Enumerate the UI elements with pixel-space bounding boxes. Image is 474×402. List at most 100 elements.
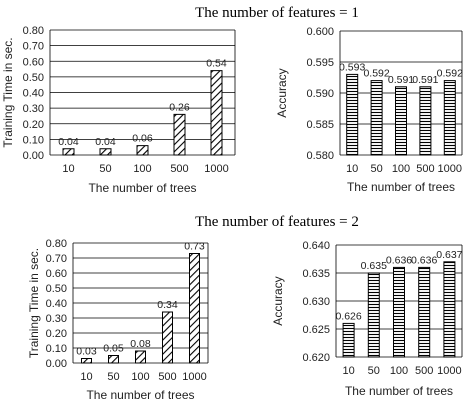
y-tick-label: 0.10 [23, 134, 44, 146]
chart-training-time-features-2: 0.00 0.10 0.20 0.30 0.40 0.50 0.60 0.70 0.80 0.03… [27, 238, 209, 402]
chart-accuracy-features-2: 0.6200.6250.6300.6350.6400.626100.635500… [271, 240, 463, 398]
y-tick-label: 0.40 [46, 298, 67, 310]
data-label: 0.593 [339, 61, 365, 73]
y-tick-label: 0.70 [23, 41, 44, 53]
x-tick-label: 1000 [438, 163, 462, 175]
y-tick-label: 0.80 [46, 238, 67, 250]
y-tick-label: 0.620 [302, 352, 330, 364]
y-axis-title: Training Time in sec. [27, 248, 41, 358]
x-tick-label: 1000 [437, 365, 461, 377]
data-label: 0.591 [412, 74, 438, 86]
bar [136, 145, 149, 156]
bar [346, 73, 359, 156]
x-tick-label: 1000 [182, 371, 206, 383]
y-tick-label: 0.60 [23, 56, 44, 68]
y-tick-label: 0.595 [306, 57, 334, 69]
y-tick-label: 0.585 [306, 119, 334, 131]
x-axis-title: The number of trees [86, 388, 194, 402]
x-tick-label: 50 [368, 365, 380, 377]
x-axis-title: The number of trees [345, 384, 453, 398]
data-label: 0.637 [436, 249, 462, 261]
bar [370, 80, 383, 156]
x-tick-label: 500 [415, 365, 433, 377]
x-tick-label: 1000 [204, 163, 228, 175]
y-tick-label: 0.50 [23, 72, 44, 84]
y-tick-label: 0.60 [46, 268, 67, 280]
x-tick-label: 50 [107, 371, 119, 383]
x-tick-label: 100 [131, 371, 149, 383]
bar [81, 358, 92, 364]
section-title-features-1: The number of features = 1 [195, 5, 359, 21]
x-axis-title: The number of trees [347, 180, 455, 194]
data-label: 0.636 [386, 254, 412, 266]
data-label: 0.04 [58, 136, 79, 148]
data-label: 0.06 [132, 133, 153, 145]
x-axis-title: The number of trees [88, 181, 196, 195]
y-tick-label: 0.20 [46, 328, 67, 340]
bar [173, 113, 186, 156]
data-label: 0.636 [411, 254, 437, 266]
bar [418, 266, 431, 358]
data-label: 0.26 [169, 101, 190, 113]
chart-accuracy-features-1: 0.580 0.585 0.590 0.595 0.600 0.593 10 0.592 50 0… [275, 26, 463, 194]
y-tick-label: 0.70 [46, 253, 67, 265]
bar [108, 355, 119, 364]
section-title-features-2: The number of features = 2 [195, 214, 359, 230]
y-tick-label: 0.580 [306, 150, 334, 162]
y-tick-label: 0.00 [46, 358, 67, 370]
y-tick-label: 0.640 [302, 240, 330, 252]
data-label: 0.34 [157, 299, 178, 311]
y-tick-label: 0.80 [23, 25, 44, 37]
data-label: 0.591 [388, 74, 414, 86]
bar [62, 148, 75, 156]
bar [162, 311, 173, 364]
bar [443, 261, 456, 358]
data-label: 0.03 [76, 346, 97, 358]
x-tick-label: 50 [99, 163, 111, 175]
y-axis-title: Training Time in sec. [1, 37, 15, 147]
bar [210, 70, 223, 156]
bar [367, 272, 380, 358]
data-label: 0.592 [437, 68, 463, 80]
data-label: 0.54 [206, 58, 227, 70]
x-tick-label: 10 [80, 371, 92, 383]
y-tick-label: 0.40 [23, 88, 44, 100]
data-label: 0.08 [130, 338, 151, 350]
y-tick-label: 0.630 [302, 296, 330, 308]
bar [135, 350, 146, 364]
y-tick-label: 0.20 [23, 119, 44, 131]
bar [419, 86, 432, 156]
y-tick-label: 0.625 [302, 324, 330, 336]
bar [393, 266, 405, 358]
bar [189, 253, 200, 364]
y-tick-label: 0.30 [46, 313, 67, 325]
bar [395, 86, 407, 156]
bar [342, 322, 355, 358]
y-tick-label: 0.30 [23, 103, 44, 115]
x-tick-label: 10 [342, 365, 354, 377]
data-label: 0.73 [184, 241, 205, 253]
data-label: 0.592 [363, 68, 389, 80]
y-tick-label: 0.600 [306, 26, 334, 38]
bar [443, 80, 456, 156]
x-tick-label: 10 [346, 163, 358, 175]
x-tick-label: 10 [62, 163, 74, 175]
y-tick-label: 0.50 [46, 283, 67, 295]
bar [99, 148, 112, 156]
x-tick-label: 500 [158, 371, 176, 383]
data-label: 0.04 [95, 136, 116, 148]
x-tick-label: 100 [392, 163, 410, 175]
y-tick-label: 0.00 [23, 150, 44, 162]
data-label: 0.05 [103, 343, 124, 355]
x-tick-label: 100 [390, 365, 408, 377]
x-tick-label: 50 [370, 163, 382, 175]
y-tick-label: 0.10 [46, 343, 67, 355]
data-label: 0.626 [335, 310, 361, 322]
y-tick-label: 0.635 [302, 268, 330, 280]
y-tick-label: 0.590 [306, 88, 334, 100]
x-tick-label: 100 [133, 163, 151, 175]
data-label: 0.635 [361, 260, 387, 272]
y-axis-title: Accuracy [275, 68, 289, 117]
y-axis-title: Accuracy [271, 276, 285, 325]
